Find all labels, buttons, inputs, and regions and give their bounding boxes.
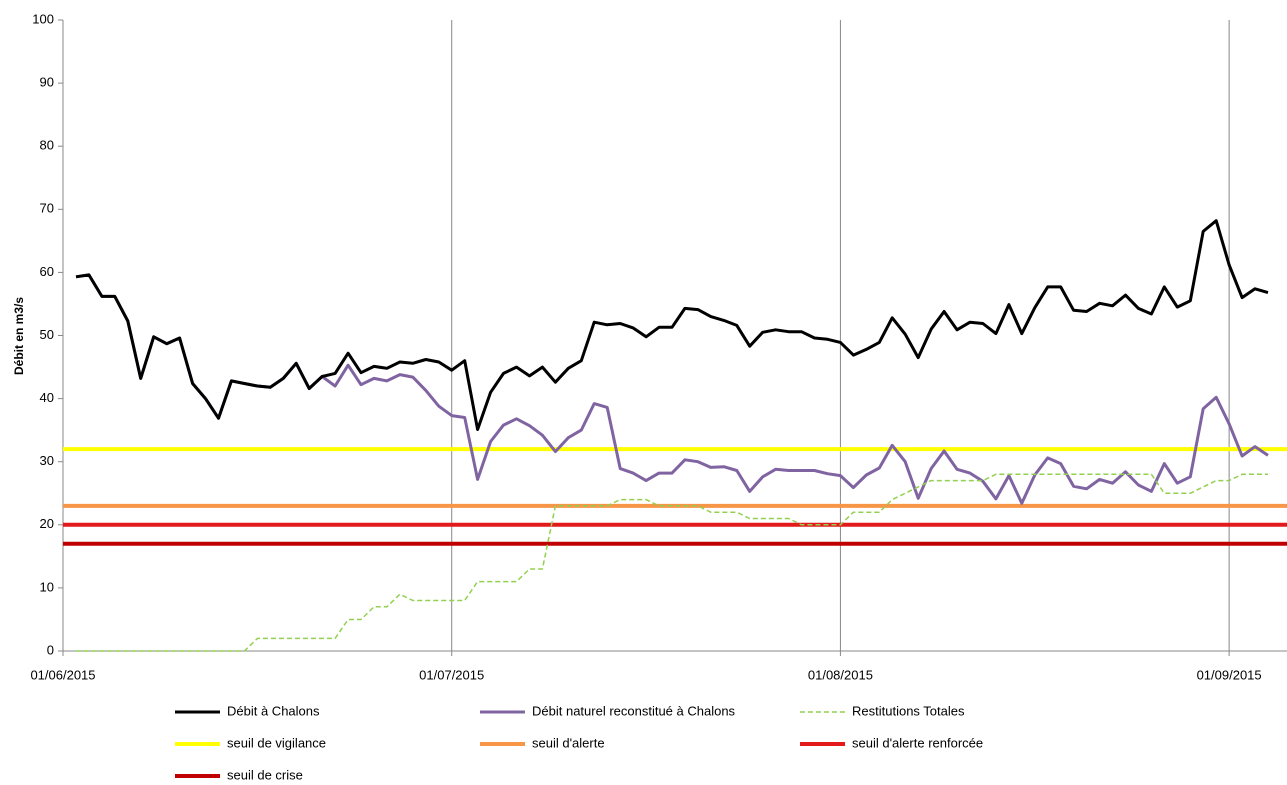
- y-tick-label: 20: [40, 516, 54, 531]
- legend-item: Débit naturel reconstitué à Chalons: [480, 703, 736, 718]
- y-tick-label: 50: [40, 327, 54, 342]
- legend-label: Restitutions Totales: [852, 703, 965, 718]
- x-tick-label: 01/09/2015: [1197, 667, 1262, 682]
- legend-label: seuil d'alerte renforcée: [852, 735, 983, 750]
- legend-label: seuil d'alerte: [532, 735, 605, 750]
- series-line: [75, 219, 1269, 431]
- x-tick-label: 01/08/2015: [808, 667, 873, 682]
- legend-item: seuil de vigilance: [175, 735, 326, 750]
- series-line: [76, 473, 1268, 652]
- x-tick-label: 01/07/2015: [419, 667, 484, 682]
- legend-item: seuil d'alerte renforcée: [800, 735, 983, 750]
- y-tick-label: 100: [32, 11, 54, 26]
- legend-label: Débit à Chalons: [227, 703, 320, 718]
- y-tick-label: 40: [40, 390, 54, 405]
- y-tick-label: 10: [40, 579, 54, 594]
- legend-item: seuil d'alerte: [480, 735, 605, 750]
- y-tick-label: 80: [40, 138, 54, 153]
- y-tick-label: 60: [40, 264, 54, 279]
- legend-item: Restitutions Totales: [800, 703, 965, 718]
- y-tick-label: 30: [40, 453, 54, 468]
- legend-item: seuil de crise: [175, 767, 303, 782]
- legend-label: seuil de vigilance: [227, 735, 326, 750]
- legend-item: Débit à Chalons: [175, 703, 320, 718]
- y-tick-label: 90: [40, 75, 54, 90]
- y-tick-label: 0: [47, 642, 54, 657]
- legend-label: Débit naturel reconstitué à Chalons: [532, 703, 736, 718]
- y-axis-label: Débit en m3/s: [12, 297, 26, 375]
- x-tick-label: 01/06/2015: [30, 667, 95, 682]
- legend-label: seuil de crise: [227, 767, 303, 782]
- y-tick-label: 70: [40, 201, 54, 216]
